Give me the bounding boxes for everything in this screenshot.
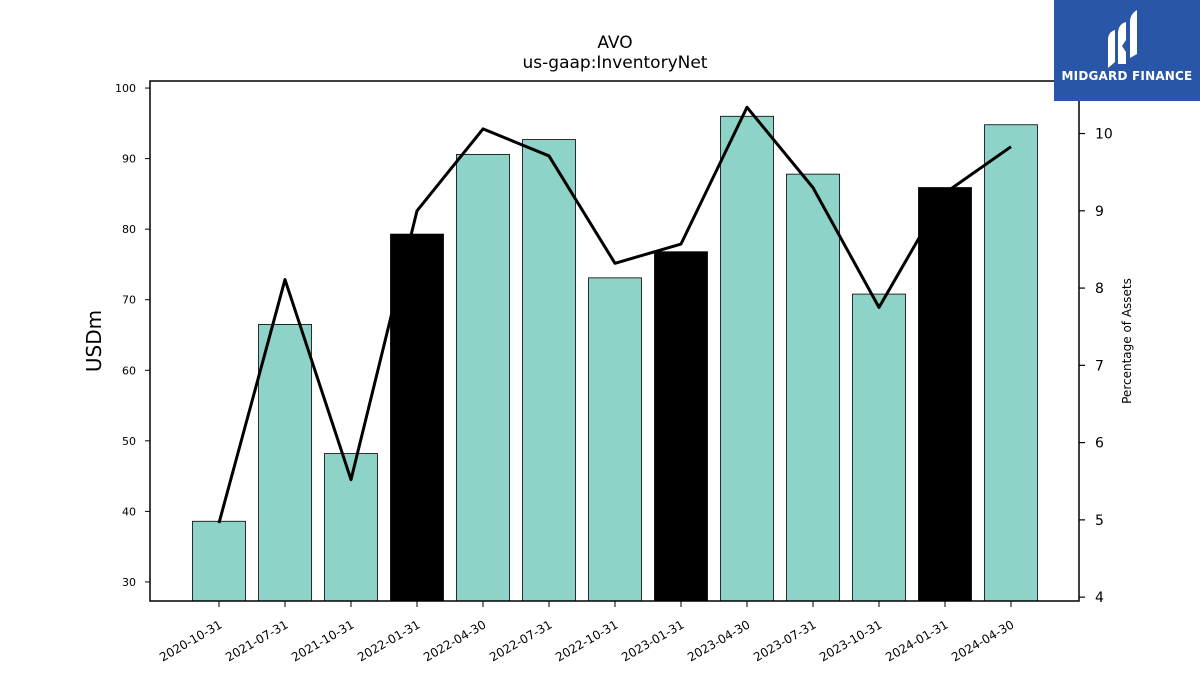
bar <box>852 293 906 602</box>
series-line <box>217 105 1012 524</box>
x-tick-label: 2023-04-30 <box>685 617 752 664</box>
x-tick-label: 2021-10-31 <box>289 617 356 664</box>
y2-tick-label: 5 <box>1095 513 1104 529</box>
midgard-finance-logo: MIDGARD FINANCE <box>1054 0 1200 101</box>
y2-tick-label: 10 <box>1095 127 1113 143</box>
bar <box>456 153 510 602</box>
x-tick-label: 2021-07-31 <box>223 617 290 664</box>
y2-tick-label: 9 <box>1095 204 1104 220</box>
x-tick-label: 2024-04-30 <box>949 617 1016 664</box>
bar <box>192 520 246 602</box>
y2-tick-label: 6 <box>1095 436 1104 452</box>
bar <box>654 251 708 602</box>
x-tick-label: 2020-10-31 <box>157 617 224 664</box>
x-tick-label: 2023-01-31 <box>619 617 686 664</box>
y2-tick-label: 4 <box>1095 590 1104 606</box>
x-tick-label: 2022-07-31 <box>487 617 554 664</box>
y-tick-label: 80 <box>122 223 136 236</box>
x-tick-label: 2023-10-31 <box>817 617 884 664</box>
y-tick-label: 70 <box>122 294 136 307</box>
x-tick-label: 2023-07-31 <box>751 617 818 664</box>
y2-tick-label: 7 <box>1095 358 1104 374</box>
x-tick-label: 2024-01-31 <box>883 617 950 664</box>
y-tick-label: 40 <box>122 505 136 518</box>
logo-mark-icon <box>1108 10 1137 68</box>
y-tick-label: 50 <box>122 435 136 448</box>
logo-text: MIDGARD FINANCE <box>1061 69 1193 83</box>
x-tick-label: 2022-10-31 <box>553 617 620 664</box>
bar <box>720 115 774 602</box>
bar <box>918 187 972 602</box>
y2-tick-label: 8 <box>1095 281 1104 297</box>
y-tick-label: 100 <box>115 82 136 95</box>
x-tick-label: 2022-01-31 <box>355 617 422 664</box>
chart-title: AVO <box>597 33 633 53</box>
y-tick-label: 60 <box>122 364 136 377</box>
bar <box>588 277 642 602</box>
bar <box>522 139 576 602</box>
bar <box>984 124 1038 602</box>
bar <box>390 233 444 602</box>
x-tick-label: 2022-04-30 <box>421 617 488 664</box>
chart-subtitle: us-gaap:InventoryNet <box>522 53 708 73</box>
y-tick-label: 30 <box>122 576 136 589</box>
bar <box>786 173 840 602</box>
bar <box>258 324 312 602</box>
y-axis-label: USDm <box>82 310 106 372</box>
y2-axis-label: Percentage of Assets <box>1120 278 1134 404</box>
y-tick-label: 90 <box>122 153 136 166</box>
